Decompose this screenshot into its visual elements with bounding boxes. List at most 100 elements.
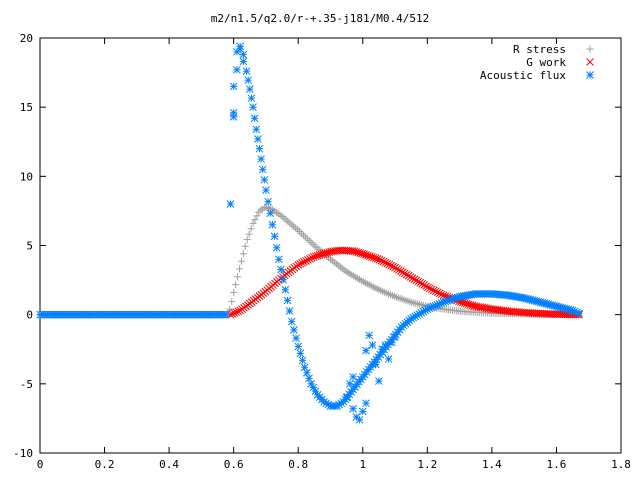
data-point (338, 264, 346, 272)
legend-marker (586, 58, 594, 66)
data-point (262, 186, 270, 195)
data-point (328, 257, 336, 265)
data-point (247, 225, 255, 233)
data-point (334, 261, 342, 269)
data-point (252, 125, 261, 134)
data-point (297, 229, 305, 237)
data-point (555, 310, 564, 319)
data-point (288, 221, 296, 229)
data-point (282, 216, 290, 224)
data-point (375, 377, 383, 385)
data-point (405, 316, 414, 325)
data-point (230, 289, 238, 297)
data-point (383, 259, 392, 268)
data-point (287, 317, 296, 326)
data-point (355, 415, 364, 424)
data-point (336, 263, 344, 271)
data-point (249, 103, 257, 112)
data-point (387, 261, 396, 270)
data-point (381, 258, 390, 267)
y-tick-label: 15 (20, 101, 33, 114)
data-point (266, 209, 275, 218)
data-point (358, 407, 367, 416)
data-point (400, 269, 409, 278)
data-point (233, 65, 241, 74)
data-point (304, 256, 312, 264)
data-point (270, 232, 279, 241)
data-point (389, 262, 397, 271)
data-point (251, 216, 259, 224)
data-point (239, 50, 248, 59)
legend-label: G work (526, 56, 566, 69)
data-point (222, 310, 230, 319)
data-point (226, 200, 235, 208)
data-point (365, 331, 374, 340)
data-point (379, 257, 388, 266)
data-point (283, 296, 292, 305)
data-point (368, 341, 377, 349)
data-point (243, 236, 251, 244)
data-point (566, 306, 575, 314)
data-point (301, 233, 309, 241)
data-point (268, 220, 277, 229)
data-point (309, 240, 317, 248)
data-point (284, 217, 292, 225)
data-point (335, 246, 343, 255)
data-point (393, 264, 401, 273)
data-point (420, 281, 428, 289)
data-point (281, 285, 290, 294)
data-point (418, 280, 427, 288)
data-point (239, 250, 247, 258)
data-marks (36, 42, 583, 424)
data-point (296, 349, 305, 358)
data-point (250, 114, 259, 123)
data-point (427, 285, 436, 294)
data-point (384, 355, 393, 363)
data-point (305, 374, 313, 383)
data-point (239, 57, 248, 66)
data-point (426, 284, 434, 293)
data-point (416, 278, 425, 287)
data-point (228, 298, 236, 306)
x-tick-label: 1.4 (482, 458, 502, 471)
data-point (373, 255, 382, 263)
data-point (244, 76, 253, 85)
data-point (235, 265, 243, 273)
y-tick-label: 0 (26, 309, 33, 322)
series-acoustic-flux (36, 42, 583, 424)
plot-frame (39, 37, 622, 454)
data-point (313, 244, 321, 252)
legend-marker (586, 71, 594, 79)
data-point (272, 243, 281, 252)
data-point (260, 175, 269, 184)
data-point (300, 258, 308, 266)
data-point (294, 261, 303, 269)
data-point (391, 263, 399, 272)
data-point (307, 238, 315, 246)
data-point (296, 260, 305, 268)
y-tick-label: -10 (13, 447, 33, 460)
data-point (280, 214, 288, 222)
data-point (349, 373, 357, 381)
data-point (307, 254, 316, 262)
data-point (286, 219, 294, 227)
data-point (385, 260, 394, 269)
data-point (327, 255, 334, 263)
data-point (414, 277, 423, 286)
data-point (408, 274, 417, 282)
data-point (265, 204, 273, 212)
data-point (296, 228, 304, 236)
data-point (362, 399, 370, 408)
data-point (237, 257, 245, 265)
data-point (404, 271, 413, 280)
data-point (433, 288, 442, 297)
data-point (349, 404, 357, 413)
data-point (259, 205, 267, 213)
data-point (406, 273, 415, 281)
axis-ticks: 0 0.2 0.4 0.6 0.8 1 1.2 1.4 1.6 1.8 -10 -5 0 5 10 15 20 (13, 32, 631, 471)
data-point (234, 273, 242, 281)
data-point (305, 255, 314, 263)
data-point (302, 257, 310, 265)
data-point (242, 67, 251, 76)
